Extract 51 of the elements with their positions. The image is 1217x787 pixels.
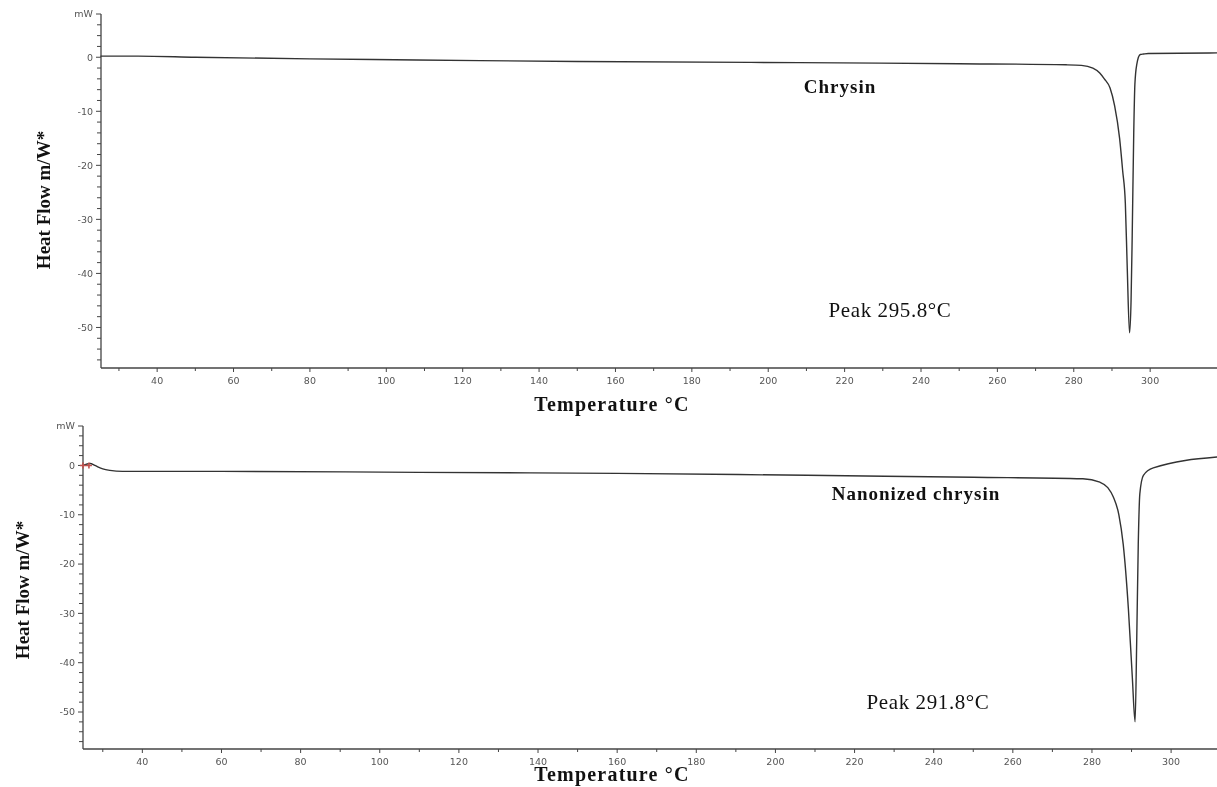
x-tick-label: 120 <box>453 375 472 386</box>
y-tick-label: mW <box>74 8 94 20</box>
y-tick-label: -50 <box>77 321 93 333</box>
series-label: Nanonized chrysin <box>831 483 1001 504</box>
annotation: Peak 295.8°C <box>828 298 952 322</box>
x-tick-label: 160 <box>608 756 627 767</box>
line-series <box>82 456 1217 723</box>
y-tick-label: -20 <box>77 159 93 171</box>
y-tick-label: -40 <box>77 267 93 279</box>
y-tick-label: -30 <box>59 607 75 619</box>
annotation: Peak 291.8°C <box>866 690 990 714</box>
y-tick-label: mW <box>56 420 76 432</box>
y-tick-label: -20 <box>59 558 75 570</box>
y-tick-label: 0 <box>68 459 75 471</box>
x-tick-label: 280 <box>1064 375 1083 386</box>
x-tick-label: 220 <box>835 375 854 386</box>
x-tick-label: 240 <box>924 756 943 767</box>
x-tick-label: 60 <box>215 756 228 767</box>
x-tick-label: 140 <box>530 375 549 386</box>
line-series <box>100 52 1217 334</box>
x-tick-label: 240 <box>911 375 931 386</box>
x-tick-label: 220 <box>845 756 864 767</box>
x-tick-label: 180 <box>687 756 706 767</box>
x-tick-label: 40 <box>136 756 149 767</box>
x-tick-label: 100 <box>370 756 389 767</box>
y-tick-label: -40 <box>59 657 75 669</box>
x-tick-label: 160 <box>606 375 625 386</box>
series-label: Chrysin <box>803 76 877 97</box>
x-tick-label: 260 <box>988 375 1007 386</box>
x-tick-label: 120 <box>449 756 468 767</box>
x-tick-label: 260 <box>1003 756 1022 767</box>
y-tick-label: -10 <box>59 509 75 521</box>
x-tick-label: 300 <box>1141 375 1160 386</box>
y-axis-title: Heat Flow m/W* <box>11 520 33 660</box>
x-tick-label: 200 <box>759 375 778 386</box>
y-axis-title: Heat Flow m/W* <box>32 130 54 270</box>
x-tick-label: 200 <box>766 756 785 767</box>
x-tick-label: 280 <box>1082 756 1102 767</box>
y-tick-label: 0 <box>86 51 93 63</box>
y-tick-label: -10 <box>77 105 93 117</box>
x-axis-title: Temperature °C <box>534 393 690 416</box>
x-tick-label: 60 <box>227 375 240 386</box>
x-tick-label: 100 <box>377 375 396 386</box>
x-tick-label: 80 <box>303 375 316 386</box>
y-tick-label: -50 <box>59 706 75 718</box>
x-tick-label: 140 <box>528 756 548 767</box>
x-tick-label: 40 <box>151 375 164 386</box>
x-tick-label: 80 <box>294 756 307 767</box>
x-tick-label: 300 <box>1162 756 1181 767</box>
x-tick-label: 180 <box>682 375 701 386</box>
y-tick-label: -30 <box>77 213 93 225</box>
